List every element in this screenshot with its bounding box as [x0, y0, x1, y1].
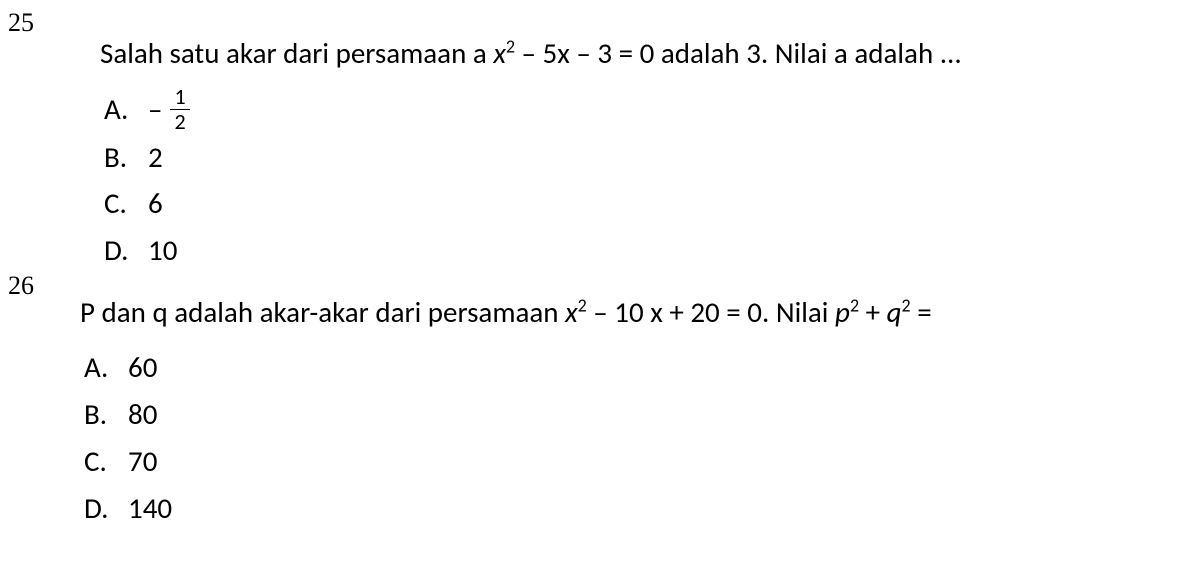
- option-letter: C.: [104, 181, 148, 226]
- fraction-numerator: 1: [170, 86, 189, 109]
- option-letter: C.: [84, 439, 128, 484]
- option-letter: D.: [104, 228, 148, 273]
- option-c[interactable]: C. 6: [104, 181, 1198, 226]
- option-letter: B.: [104, 135, 148, 180]
- prompt-text: +: [859, 294, 887, 330]
- option-a[interactable]: A. 60: [84, 345, 1198, 390]
- question-number: 25: [8, 8, 34, 38]
- options-list: A. – 1 2 B. 2 C. 6 D. 10: [100, 86, 1198, 274]
- option-c[interactable]: C. 70: [84, 439, 1198, 484]
- option-d[interactable]: D. 10: [104, 228, 1198, 273]
- question-prompt: P dan q adalah akar-akar dari persamaan …: [80, 281, 1198, 335]
- option-value: 60: [128, 345, 157, 390]
- fraction-denominator: 2: [170, 109, 189, 133]
- option-value: 140: [128, 486, 172, 531]
- option-a[interactable]: A. – 1 2: [104, 86, 1198, 133]
- math-variable: p: [835, 294, 850, 330]
- math-exponent: 2: [506, 35, 515, 57]
- math-variable: q: [887, 294, 902, 330]
- minus-sign: –: [148, 87, 162, 132]
- math-variable: x: [493, 35, 506, 71]
- option-value: 2: [148, 135, 163, 180]
- options-list: A. 60 B. 80 C. 70 D. 140: [80, 345, 1198, 531]
- math-exponent: 2: [902, 295, 911, 317]
- prompt-text: Salah satu akar dari persamaan a: [100, 35, 493, 71]
- fraction: 1 2: [170, 86, 189, 133]
- option-value: 10: [148, 228, 177, 273]
- prompt-text: P dan q adalah akar-akar dari persamaan: [80, 294, 565, 330]
- question-25: 25 Salah satu akar dari persamaan a x2 –…: [0, 8, 1198, 273]
- option-letter: B.: [84, 392, 128, 437]
- option-letter: D.: [84, 486, 128, 531]
- prompt-text: – 5x – 3 = 0 adalah 3. Nilai a adalah ..…: [515, 35, 962, 71]
- option-value: 6: [148, 181, 163, 226]
- math-exponent: 2: [850, 295, 859, 317]
- prompt-text: – 10 x + 20 = 0. Nilai: [587, 294, 835, 330]
- math-variable: x: [565, 294, 578, 330]
- option-letter: A.: [84, 345, 128, 390]
- option-value: – 1 2: [148, 86, 190, 133]
- question-number: 26: [8, 271, 34, 301]
- question-26: 26 P dan q adalah akar-akar dari persama…: [0, 281, 1198, 530]
- prompt-text: =: [911, 294, 932, 330]
- option-letter: A.: [104, 87, 148, 132]
- option-value: 80: [128, 392, 157, 437]
- option-d[interactable]: D. 140: [84, 486, 1198, 531]
- question-prompt: Salah satu akar dari persamaan a x2 – 5x…: [100, 8, 1198, 76]
- option-value: 70: [128, 439, 157, 484]
- option-b[interactable]: B. 2: [104, 135, 1198, 180]
- math-exponent: 2: [578, 295, 587, 317]
- option-b[interactable]: B. 80: [84, 392, 1198, 437]
